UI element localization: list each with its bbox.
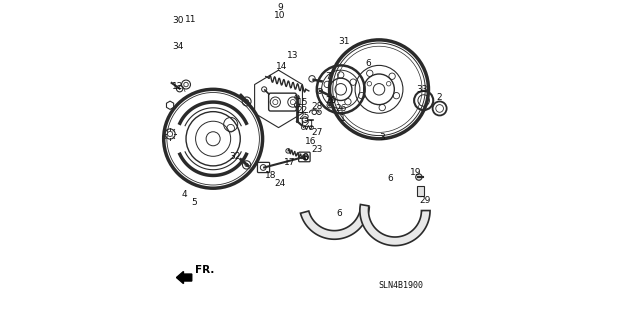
- Text: 22: 22: [297, 106, 308, 115]
- Text: 6: 6: [365, 59, 371, 68]
- Text: 14: 14: [276, 63, 287, 71]
- Text: 27: 27: [311, 128, 323, 137]
- Text: 29: 29: [420, 197, 431, 205]
- Text: 25: 25: [298, 112, 310, 121]
- Text: 6: 6: [387, 174, 393, 183]
- Text: 19: 19: [410, 168, 422, 177]
- Text: 8: 8: [303, 153, 308, 162]
- Text: 20: 20: [326, 96, 337, 105]
- Circle shape: [270, 97, 280, 107]
- Text: SLN4B1900: SLN4B1900: [379, 281, 424, 290]
- Text: 21: 21: [303, 120, 314, 129]
- Text: 24: 24: [275, 179, 285, 188]
- Text: 17: 17: [284, 158, 296, 167]
- Bar: [417, 186, 424, 196]
- Text: 31: 31: [338, 37, 349, 46]
- Text: 34: 34: [172, 42, 184, 51]
- Text: FR.: FR.: [195, 264, 214, 275]
- Circle shape: [416, 174, 422, 180]
- Text: 30: 30: [172, 16, 184, 25]
- FancyArrow shape: [177, 271, 192, 284]
- Text: 16: 16: [305, 137, 316, 146]
- Text: 6: 6: [336, 209, 342, 218]
- Text: 9: 9: [277, 4, 283, 12]
- Text: 18: 18: [265, 171, 276, 180]
- Text: 28: 28: [311, 102, 323, 111]
- Text: 7: 7: [325, 72, 331, 81]
- Circle shape: [273, 100, 278, 105]
- Text: 33: 33: [417, 85, 428, 94]
- Text: 26: 26: [335, 104, 346, 113]
- Circle shape: [291, 100, 296, 105]
- Polygon shape: [360, 204, 430, 246]
- Text: 23: 23: [311, 145, 323, 154]
- Text: 3: 3: [380, 133, 385, 142]
- FancyBboxPatch shape: [269, 93, 296, 111]
- Text: 4: 4: [182, 190, 188, 199]
- Text: 1: 1: [339, 114, 345, 122]
- Text: 5: 5: [191, 198, 197, 207]
- Text: 13: 13: [287, 51, 299, 60]
- Text: 10: 10: [275, 11, 286, 20]
- Text: 32: 32: [230, 152, 241, 161]
- Text: 15: 15: [297, 98, 308, 107]
- Text: 11: 11: [185, 15, 196, 24]
- Text: 2: 2: [437, 93, 442, 102]
- FancyBboxPatch shape: [257, 162, 269, 173]
- Text: 12: 12: [172, 82, 184, 91]
- Circle shape: [288, 97, 298, 107]
- Polygon shape: [300, 206, 369, 239]
- FancyBboxPatch shape: [299, 152, 310, 162]
